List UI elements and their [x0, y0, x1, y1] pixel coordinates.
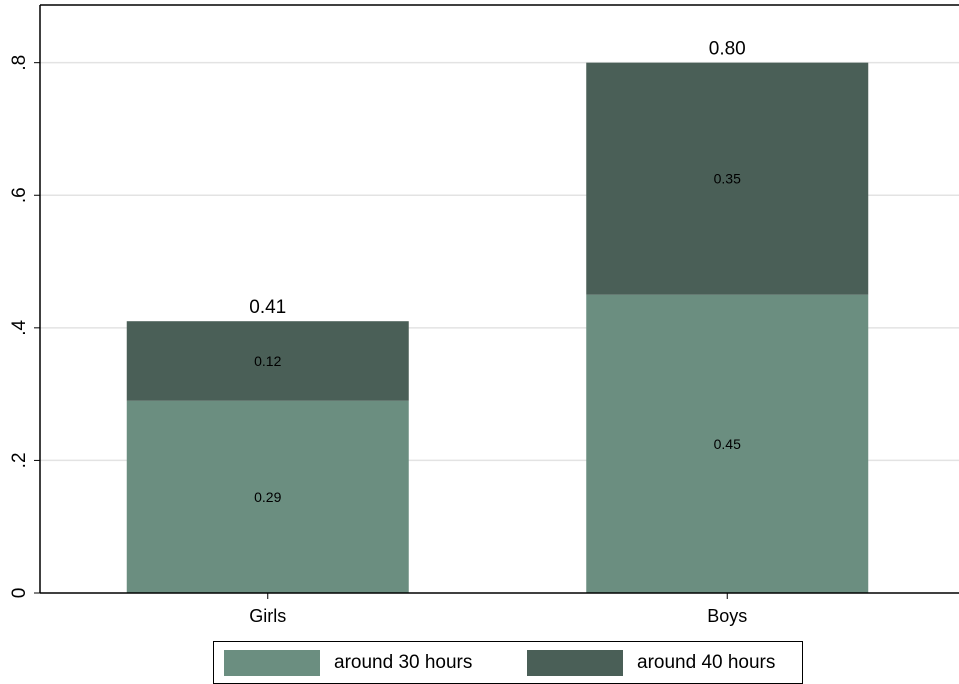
- bar-girls-around-40-hours: [126, 321, 409, 401]
- bar-girls-around-30-hours: [126, 400, 409, 593]
- legend-swatch-around-40-hours: [527, 650, 623, 676]
- segment-label-girls-around-30-hours: 0.29: [254, 489, 281, 505]
- segment-label-girls-around-40-hours: 0.12: [254, 353, 281, 369]
- legend-item-around-40-hours: around 40 hours: [527, 650, 775, 676]
- y-tick-label-4: .4: [9, 319, 30, 335]
- y-tick-label-2: .2: [9, 452, 30, 468]
- axes: Girls Boys 0 .2 .4 .6 .8: [9, 4, 959, 626]
- segment-label-boys-around-30-hours: 0.45: [714, 436, 741, 452]
- x-tick-label-girls: Girls: [249, 606, 286, 626]
- y-tick-label-8: .8: [9, 55, 30, 71]
- y-tick-label-0: 0: [9, 588, 30, 599]
- legend-swatch-around-30-hours: [224, 650, 320, 676]
- legend: around 30 hours around 40 hours: [213, 641, 803, 684]
- legend-label-around-30-hours: around 30 hours: [334, 652, 473, 673]
- y-tick-label-6: .6: [9, 187, 30, 203]
- x-tick-label-boys: Boys: [707, 606, 747, 626]
- segment-label-boys-around-40-hours: 0.35: [714, 171, 741, 187]
- legend-item-around-30-hours: around 30 hours: [224, 650, 472, 676]
- total-label-boys: 0.80: [709, 39, 746, 60]
- bar-boys-around-40-hours: [586, 62, 869, 295]
- legend-label-around-40-hours: around 40 hours: [637, 652, 776, 673]
- bar-boys-around-30-hours: [586, 294, 869, 593]
- bars: 0.29 0.12 0.41 0.45 0.35 0.80: [126, 39, 869, 593]
- total-label-girls: 0.41: [249, 297, 286, 318]
